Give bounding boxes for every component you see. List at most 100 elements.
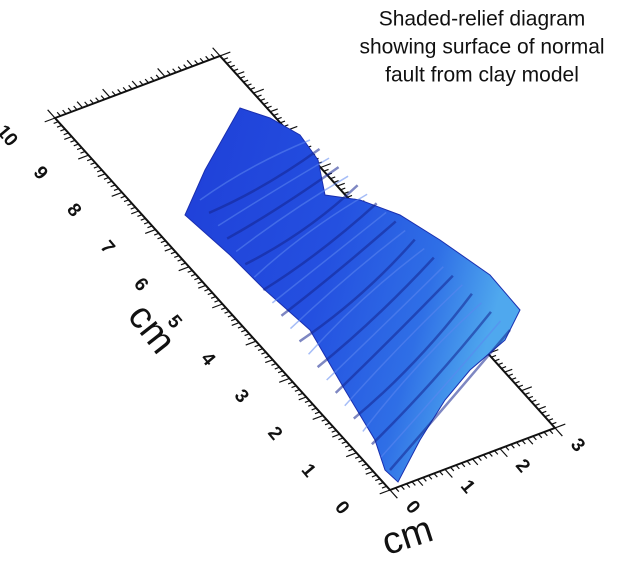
- tick: [103, 89, 110, 97]
- tick: [325, 423, 330, 425]
- tick: [518, 385, 523, 387]
- tick: [64, 137, 71, 140]
- tick: [308, 404, 313, 406]
- tick: [165, 248, 172, 251]
- tick: [451, 467, 454, 471]
- tick: [522, 387, 532, 391]
- tick: [555, 424, 565, 428]
- tick: [78, 155, 88, 159]
- tick: [145, 79, 148, 83]
- tick: [550, 430, 553, 434]
- tick: [407, 484, 410, 488]
- long-axis-tick-label: 1: [297, 460, 320, 482]
- tick: [274, 114, 279, 116]
- tick: [456, 465, 459, 469]
- tick: [515, 381, 520, 383]
- tick: [104, 178, 109, 180]
- tick: [257, 95, 262, 97]
- tick: [265, 360, 272, 363]
- tick: [295, 390, 300, 392]
- tick: [288, 382, 293, 384]
- tick: [255, 345, 260, 347]
- tick: [151, 77, 154, 81]
- tick: [517, 442, 520, 446]
- tick: [94, 166, 99, 168]
- tick: [260, 99, 265, 101]
- long-axis-tick-label: 8: [62, 200, 85, 222]
- tick: [220, 52, 230, 56]
- tick: [246, 341, 256, 345]
- tick: [429, 476, 432, 480]
- tick: [281, 375, 286, 377]
- tick: [267, 106, 272, 108]
- tick: [275, 367, 280, 369]
- tick: [365, 468, 370, 470]
- tick: [533, 436, 536, 440]
- tick: [412, 482, 415, 486]
- tick: [213, 48, 220, 56]
- tick: [131, 207, 136, 209]
- tick: [312, 408, 317, 410]
- tick: [322, 419, 327, 421]
- tick: [147, 226, 152, 228]
- tick: [305, 401, 310, 403]
- tick: [198, 282, 203, 284]
- long-axis-tick-label: 2: [263, 423, 286, 445]
- tick: [77, 148, 82, 150]
- long-axis-tick-label: 6: [129, 274, 152, 296]
- short-axis-unit: cm: [377, 508, 438, 561]
- tick: [237, 72, 244, 75]
- tick: [277, 117, 282, 119]
- tick: [501, 367, 506, 369]
- tick: [164, 244, 169, 246]
- tick: [342, 442, 347, 444]
- diagram: 0123456789100123 Shaded-relief diagram s…: [0, 0, 643, 561]
- tick: [111, 185, 116, 187]
- tick: [337, 183, 344, 186]
- tick: [254, 89, 264, 93]
- tick: [181, 263, 186, 265]
- tick: [174, 256, 179, 258]
- tick: [145, 230, 155, 234]
- tick: [528, 438, 533, 444]
- tick: [112, 92, 115, 96]
- tick: [359, 460, 364, 462]
- tick: [240, 76, 245, 78]
- tick: [341, 188, 346, 190]
- tick: [225, 311, 230, 313]
- title-line: fault from clay model: [385, 64, 579, 87]
- tick: [315, 412, 320, 414]
- long-axis-tick-label: 7: [96, 237, 119, 259]
- tick: [131, 211, 138, 214]
- tick: [498, 363, 503, 365]
- tick: [140, 81, 143, 85]
- tick: [228, 315, 233, 317]
- tick: [495, 451, 498, 455]
- tick: [271, 364, 276, 366]
- short-axis-tick-label: 1: [456, 476, 479, 498]
- tick: [525, 393, 530, 395]
- tick: [211, 54, 214, 58]
- tick: [173, 69, 176, 73]
- title-line: showing surface of normal: [359, 36, 604, 59]
- tick: [204, 289, 209, 291]
- tick: [528, 396, 533, 398]
- tick: [500, 449, 507, 457]
- tick: [158, 237, 163, 239]
- long-axis-unit: cm: [119, 296, 183, 362]
- tick: [121, 196, 126, 198]
- tick: [250, 88, 255, 90]
- tick: [167, 71, 170, 75]
- tick: [97, 170, 102, 172]
- tick: [462, 463, 465, 467]
- tick: [178, 67, 181, 71]
- tick: [60, 129, 65, 131]
- tick: [208, 293, 213, 295]
- long-axis-tick-label: 4: [196, 348, 219, 370]
- tick: [132, 81, 137, 87]
- tick: [532, 400, 537, 402]
- tick: [489, 453, 492, 457]
- tick: [194, 278, 199, 280]
- tick: [184, 65, 187, 69]
- tick: [91, 163, 96, 165]
